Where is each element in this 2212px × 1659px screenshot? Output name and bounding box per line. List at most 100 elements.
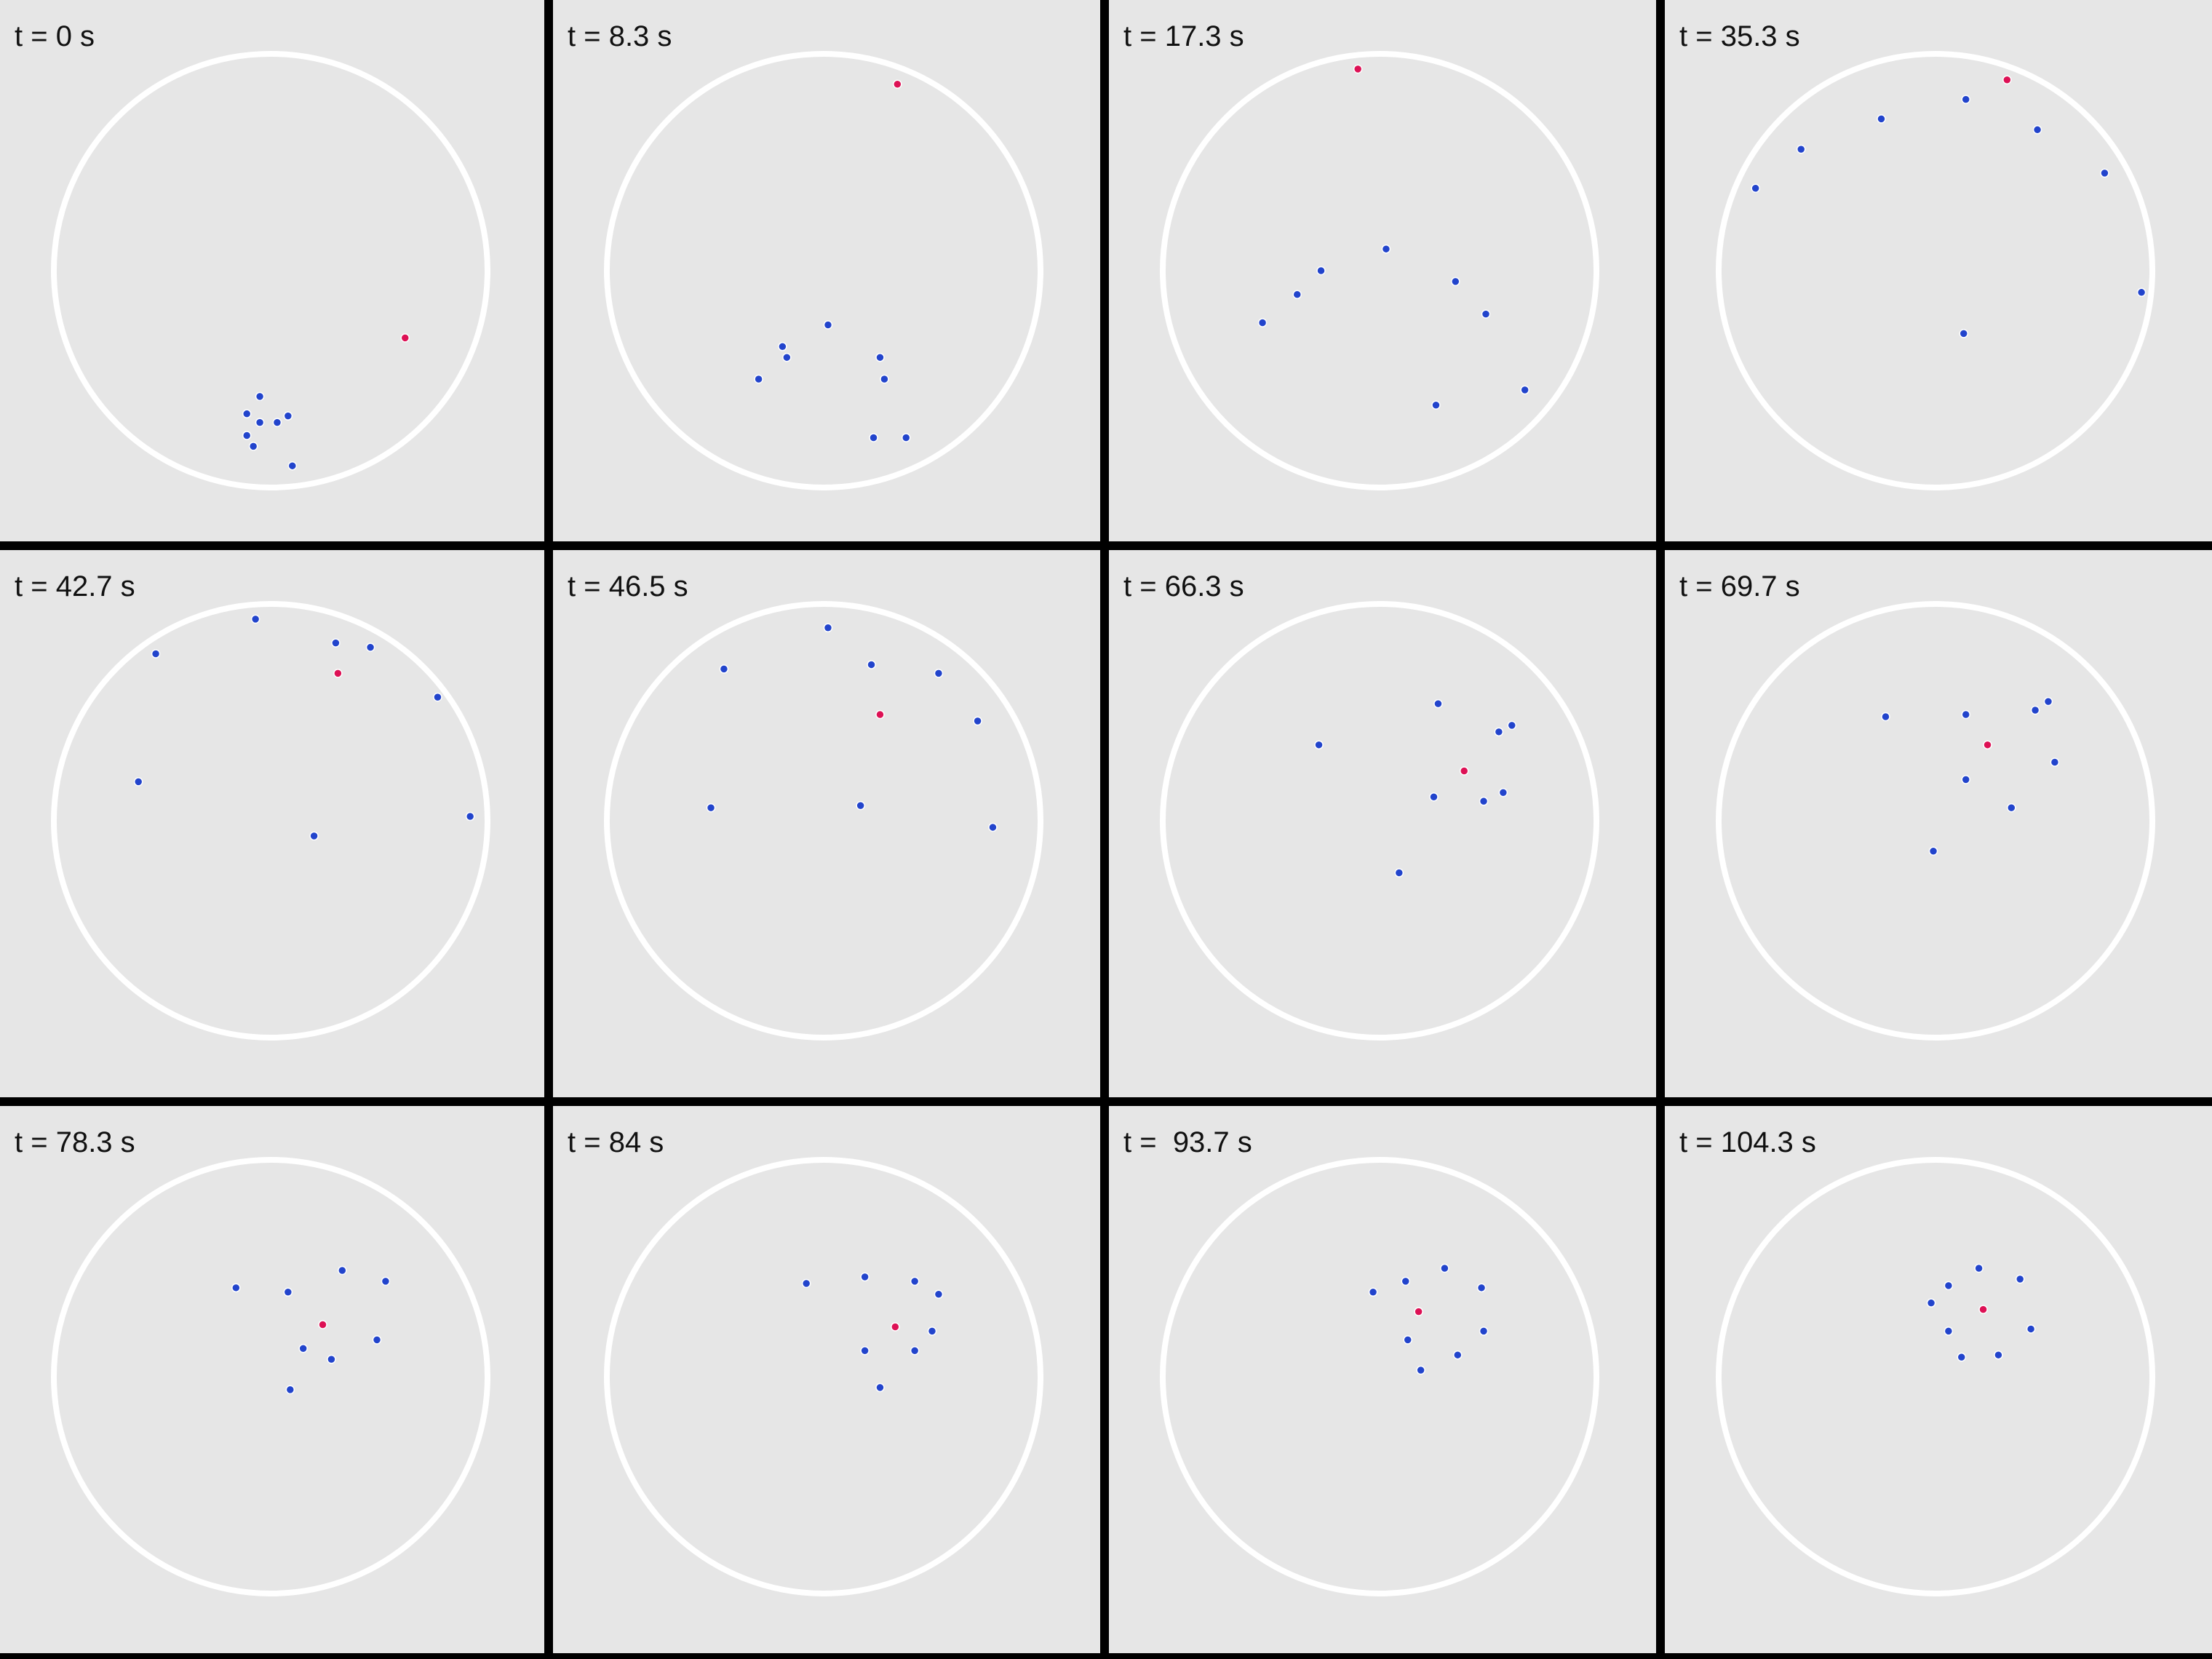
follower-dot — [1961, 775, 1970, 784]
arena — [604, 51, 1043, 490]
follower-dot — [287, 461, 298, 471]
time-label: t = 0 s — [15, 20, 95, 52]
follower-dot — [1881, 712, 1890, 722]
follower-dot — [782, 352, 792, 362]
follower-dot — [934, 669, 944, 678]
arena-boundary — [1160, 1157, 1599, 1596]
follower-dot — [133, 777, 143, 787]
arena-boundary — [51, 601, 490, 1041]
follower-dot — [1433, 699, 1443, 709]
follower-dot — [1494, 727, 1504, 737]
arena — [1160, 51, 1599, 490]
leader-dot — [2002, 75, 2012, 85]
follower-dot — [860, 1345, 870, 1356]
leader-dot — [893, 79, 902, 89]
panel-12: t = 104.3 s — [1665, 1106, 2212, 1653]
follower-dot — [927, 1326, 937, 1336]
time-label: t = 35.3 s — [1679, 20, 1800, 52]
follower-dot — [706, 803, 716, 813]
follower-dot — [1479, 1326, 1489, 1336]
arena-boundary — [51, 1157, 490, 1596]
arena — [604, 601, 1043, 1041]
panel-8: t = 69.7 s — [1665, 550, 2212, 1097]
follower-dot — [1957, 1352, 1967, 1362]
time-label: t = 8.3 s — [568, 20, 672, 52]
follower-dot — [1416, 1365, 1425, 1375]
arena — [1160, 1157, 1599, 1596]
leader-dot — [1414, 1307, 1423, 1316]
follower-dot — [910, 1276, 920, 1286]
follower-dot — [338, 1265, 347, 1276]
arena — [51, 601, 490, 1041]
arena — [1160, 601, 1599, 1041]
follower-dot — [1498, 788, 1508, 797]
follower-dot — [934, 1289, 944, 1300]
follower-dot — [248, 442, 258, 451]
follower-dot — [242, 431, 252, 440]
follower-dot — [365, 642, 375, 652]
follower-dot — [283, 411, 293, 421]
follower-dot — [1257, 318, 1268, 327]
follower-dot — [1453, 1350, 1463, 1360]
follower-dot — [255, 391, 265, 402]
time-label: t = 17.3 s — [1123, 20, 1244, 52]
follower-dot — [1961, 709, 1970, 720]
follower-dot — [433, 692, 442, 702]
follower-dot — [1431, 400, 1441, 410]
arena-boundary — [604, 51, 1043, 490]
arena-boundary — [1716, 601, 2155, 1041]
follower-dot — [1796, 144, 1806, 154]
follower-dot — [1877, 114, 1886, 124]
follower-dot — [1944, 1326, 1954, 1336]
follower-dot — [1381, 244, 1391, 254]
follower-dot — [1403, 1335, 1412, 1345]
follower-dot — [1394, 868, 1404, 878]
follower-dot — [1429, 792, 1439, 802]
arena-boundary — [604, 601, 1043, 1041]
follower-dot — [1316, 266, 1326, 276]
follower-dot — [1292, 290, 1302, 300]
follower-dot — [988, 822, 998, 832]
leader-dot — [333, 669, 343, 678]
leader-dot — [400, 333, 410, 343]
arena — [604, 1157, 1043, 1596]
follower-dot — [778, 342, 787, 351]
follower-dot — [1926, 1298, 1936, 1308]
follower-dot — [856, 800, 865, 811]
follower-dot — [255, 418, 265, 427]
follower-dot — [465, 811, 475, 821]
follower-dot — [250, 614, 260, 624]
arena — [51, 1157, 490, 1596]
follower-dot — [151, 649, 161, 659]
follower-dot — [880, 374, 889, 384]
time-label: t = 104.3 s — [1679, 1126, 1816, 1158]
follower-dot — [901, 433, 911, 442]
follower-dot — [823, 623, 833, 633]
follower-dot — [2100, 168, 2109, 178]
follower-dot — [381, 1276, 391, 1286]
follower-dot — [1476, 1283, 1487, 1293]
follower-dot — [2136, 287, 2147, 298]
follower-dot — [1507, 720, 1517, 731]
follower-dot — [860, 1272, 870, 1282]
follower-dot — [1961, 95, 1970, 104]
panel-4: t = 35.3 s — [1665, 0, 2212, 541]
arena-boundary — [1160, 51, 1599, 490]
follower-dot — [1481, 309, 1491, 319]
time-label: t = 42.7 s — [15, 570, 135, 602]
follower-dot — [1520, 385, 1529, 395]
panel-9: t = 78.3 s — [0, 1106, 544, 1653]
follower-dot — [973, 716, 982, 726]
follower-dot — [298, 1344, 308, 1353]
arena — [1716, 601, 2155, 1041]
follower-dot — [1368, 1287, 1378, 1297]
follower-dot — [1974, 1263, 1984, 1273]
follower-dot — [1479, 796, 1489, 806]
follower-dot — [2030, 705, 2040, 715]
panel-10: t = 84 s — [553, 1106, 1100, 1653]
follower-dot — [2026, 1324, 2036, 1334]
arena-boundary — [604, 1157, 1043, 1596]
time-label: t = 84 s — [568, 1126, 664, 1158]
arena-boundary — [1160, 601, 1599, 1041]
